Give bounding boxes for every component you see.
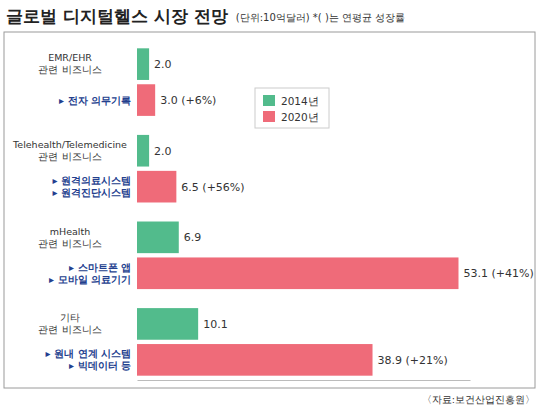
bar [137, 84, 155, 116]
data-label: 6.9 [184, 231, 202, 244]
category-label: EMR/EHR [48, 52, 92, 63]
bar-label: ▸ 원내 연계 시스템 [46, 348, 131, 359]
bar [137, 257, 458, 289]
category-label: 관련 비즈니스 [38, 324, 101, 335]
bars [137, 48, 458, 375]
bar [137, 308, 198, 340]
chart-svg: 글로벌 디지털헬스 시장 전망 (단위:10억달러) *( )는 연평균 성장률 2… [0, 0, 540, 410]
chart-container: 글로벌 디지털헬스 시장 전망 (단위:10억달러) *( )는 연평균 성장률 2… [0, 0, 540, 410]
data-label: 6.5 (+56%) [181, 181, 244, 194]
bar-label: ▸ 전자 의무기록 [59, 95, 131, 106]
category-label: 관련 비즈니스 [38, 151, 101, 162]
legend: 2014년 2020년 [255, 88, 329, 128]
data-label: 2.0 [154, 58, 172, 71]
data-label: 10.1 [203, 318, 228, 331]
title: 글로벌 디지털헬스 시장 전망 [6, 6, 228, 26]
bar [137, 222, 179, 254]
data-label: 53.1 (+41%) [463, 267, 533, 280]
category-label: 관련 비즈니스 [38, 64, 101, 75]
category-label: mHealth [50, 226, 90, 237]
data-label: 38.9 (+21%) [378, 354, 448, 367]
legend-label: 2014년 [281, 95, 319, 107]
legend-swatch [263, 111, 275, 122]
category-label: Telehealth/Telemedicine [12, 139, 127, 150]
data-label: 3.0 (+6%) [160, 94, 216, 107]
bar [137, 135, 149, 167]
bar-label: ▸ 원격의료시스템 [52, 175, 131, 186]
legend-swatch [263, 95, 275, 106]
legend-box [255, 88, 329, 128]
legend-label: 2020년 [281, 111, 319, 123]
bar-label: ▸ 원격진단시스템 [52, 187, 131, 198]
frame [4, 32, 535, 388]
data-label: 2.0 [154, 145, 172, 158]
category-label: 기타 [60, 312, 80, 323]
bar-label: ▸ 빅데이터 등 [69, 360, 131, 371]
subtitle: (단위:10억달러) *( )는 연평균 성장률 [236, 12, 405, 23]
bar [137, 171, 176, 203]
x-axis [138, 380, 471, 381]
source: 〈자료:보건산업진흥원〉 [422, 394, 535, 405]
bar-label: ▸ 스마트폰 앱 [69, 262, 131, 273]
category-label: 관련 비즈니스 [38, 238, 101, 249]
bar [137, 344, 373, 376]
axis-line [138, 380, 471, 381]
bar [137, 48, 149, 80]
bar-label: ▸ 모바일 의료기기 [49, 274, 131, 285]
